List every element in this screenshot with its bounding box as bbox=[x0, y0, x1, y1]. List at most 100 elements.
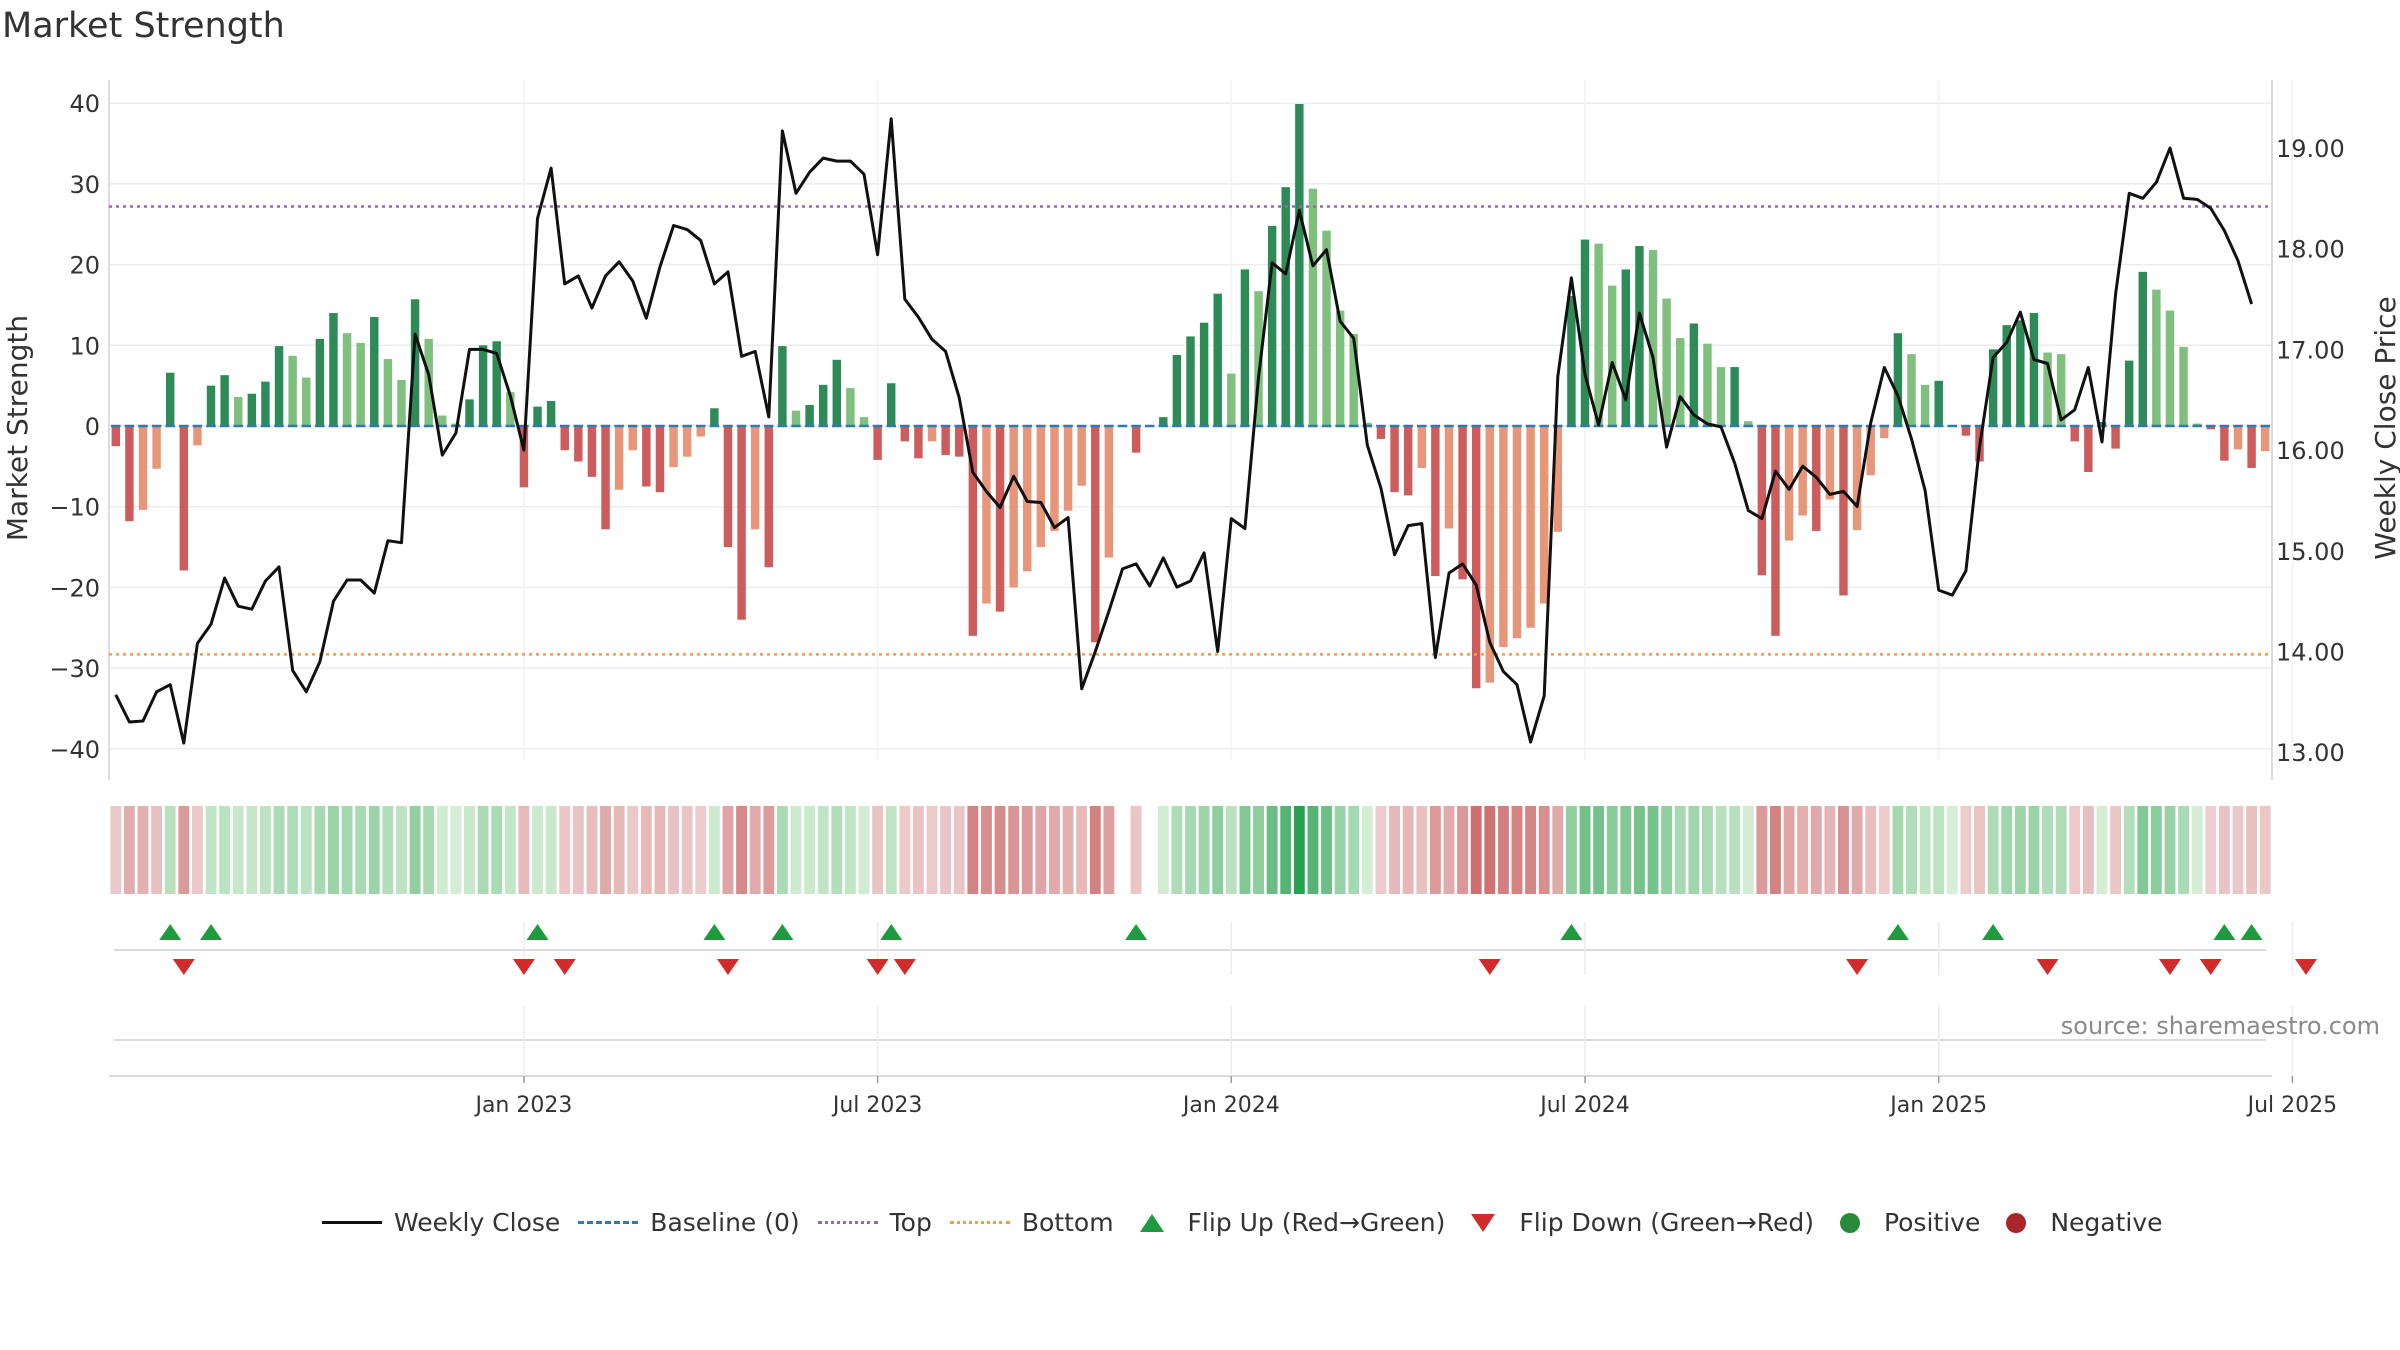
strength-bar bbox=[805, 405, 814, 426]
heat-strip-cell bbox=[1933, 806, 1945, 894]
strength-bar bbox=[1757, 426, 1767, 576]
heat-strip-cell bbox=[1497, 806, 1509, 894]
strength-bar bbox=[2097, 421, 2107, 426]
strength-bar bbox=[1444, 426, 1454, 529]
flip-down-marker bbox=[2199, 959, 2222, 975]
heat-strip-cell bbox=[981, 806, 992, 894]
heat-strip-cell bbox=[2232, 806, 2244, 894]
heat-strip-cell bbox=[1525, 806, 1537, 894]
strength-bar bbox=[1716, 367, 1726, 426]
green-dot-icon bbox=[1839, 1212, 1860, 1233]
heat-strip-cell bbox=[2123, 806, 2135, 894]
strength-bar bbox=[1648, 250, 1658, 426]
legend-label: Baseline (0) bbox=[650, 1208, 800, 1237]
heat-strip-cell bbox=[1810, 806, 1822, 894]
heat-strip-cell bbox=[844, 806, 856, 894]
left-tick-label: −30 bbox=[49, 655, 100, 683]
strength-bar bbox=[2070, 426, 2079, 442]
strength-bar bbox=[587, 426, 597, 477]
strength-bar bbox=[1703, 343, 1712, 426]
x-tick-label: Jan 2023 bbox=[473, 1093, 572, 1118]
strength-bar bbox=[1607, 285, 1617, 426]
strength-bar bbox=[1852, 426, 1862, 531]
strength-bar bbox=[737, 426, 746, 620]
strength-bar bbox=[1240, 269, 1250, 426]
heat-strip-cell bbox=[2178, 806, 2190, 894]
heat-strip-cell bbox=[355, 806, 367, 894]
heat-strip-cell bbox=[1960, 806, 1972, 894]
strength-bar bbox=[764, 426, 774, 568]
dash-swatch-icon bbox=[578, 1221, 639, 1224]
heat-strip-cell bbox=[1878, 806, 1890, 894]
legend-label: Flip Up (Red→Green) bbox=[1187, 1208, 1446, 1237]
heat-strip-cell bbox=[1647, 806, 1659, 894]
strength-bar bbox=[1335, 310, 1345, 426]
heat-strip-cell bbox=[518, 806, 530, 894]
strength-bar bbox=[1920, 384, 1930, 426]
heat-strip-cell bbox=[409, 806, 421, 894]
heat-strip-cell bbox=[817, 806, 829, 894]
strength-bar bbox=[1689, 323, 1699, 426]
flip-up-marker bbox=[880, 924, 903, 940]
strength-bar bbox=[1866, 426, 1875, 476]
strength-bar bbox=[669, 426, 678, 468]
left-tick-label: 40 bbox=[69, 90, 100, 118]
heat-strip-cell bbox=[2150, 806, 2162, 894]
heat-strip-cell bbox=[1484, 806, 1496, 894]
strength-bar bbox=[1539, 426, 1549, 604]
left-tick-label: 0 bbox=[85, 413, 100, 441]
heat-strip-cell bbox=[300, 806, 312, 894]
heat-strip-cell bbox=[1171, 806, 1183, 894]
strength-bar bbox=[2084, 426, 2093, 472]
flip-down-marker bbox=[2158, 959, 2181, 975]
heat-strip-cell bbox=[736, 806, 748, 894]
heat-strip-cell bbox=[926, 806, 938, 894]
heat-strip-cell bbox=[1824, 806, 1836, 894]
heat-strip-cell bbox=[178, 806, 190, 894]
strength-bar bbox=[1063, 426, 1073, 511]
heat-strip-cell bbox=[2164, 806, 2176, 894]
strength-bar bbox=[397, 380, 406, 426]
strength-bar bbox=[1621, 269, 1631, 426]
strength-bar bbox=[1376, 426, 1386, 439]
heat-strip-cell bbox=[110, 806, 122, 894]
flip-down-marker bbox=[1846, 959, 1869, 975]
strength-bar bbox=[302, 377, 311, 426]
heat-strip-cell bbox=[1157, 806, 1169, 894]
heat-strip-cell bbox=[994, 806, 1006, 894]
chart-title: Market Strength bbox=[2, 6, 285, 46]
strength-bar bbox=[2206, 426, 2216, 430]
heat-strip-cell bbox=[1076, 806, 1088, 894]
flip-up-marker bbox=[159, 924, 182, 940]
heat-strip-cell bbox=[967, 806, 979, 894]
heat-strip-cell bbox=[2205, 806, 2217, 894]
strength-bar bbox=[261, 381, 270, 426]
heat-strip-cell bbox=[545, 806, 557, 894]
heat-strip-cell bbox=[1035, 806, 1047, 894]
strength-bar bbox=[818, 384, 828, 426]
heat-strip-cell bbox=[368, 806, 380, 894]
strength-bar bbox=[1526, 426, 1535, 628]
strength-bar bbox=[682, 426, 692, 457]
strength-bar bbox=[152, 426, 161, 469]
triangle-up-icon bbox=[1139, 1213, 1164, 1232]
flip-up-marker bbox=[703, 924, 726, 940]
strength-bar bbox=[370, 317, 379, 426]
strength-bar bbox=[1091, 426, 1100, 643]
heat-strip-cell bbox=[2082, 806, 2094, 894]
legend-item-flip-down: Flip Down (Green→Red) bbox=[1463, 1208, 1814, 1237]
heat-strip-cell bbox=[464, 806, 475, 894]
legend-label: Top bbox=[889, 1208, 932, 1237]
strength-bar bbox=[560, 426, 569, 451]
strength-bar bbox=[1730, 367, 1739, 426]
strength-bar bbox=[859, 417, 869, 426]
heat-strip-cell bbox=[2110, 806, 2121, 894]
heat-strip-cell bbox=[164, 806, 176, 894]
heat-strip-cell bbox=[613, 806, 625, 894]
strength-bar bbox=[1431, 426, 1440, 577]
x-tick-label: Jan 2025 bbox=[1888, 1093, 1987, 1118]
left-tick-label: −20 bbox=[49, 574, 100, 602]
strength-bar bbox=[1281, 187, 1290, 426]
heat-strip-cell bbox=[151, 806, 163, 894]
legend-label: Bottom bbox=[1021, 1208, 1114, 1237]
